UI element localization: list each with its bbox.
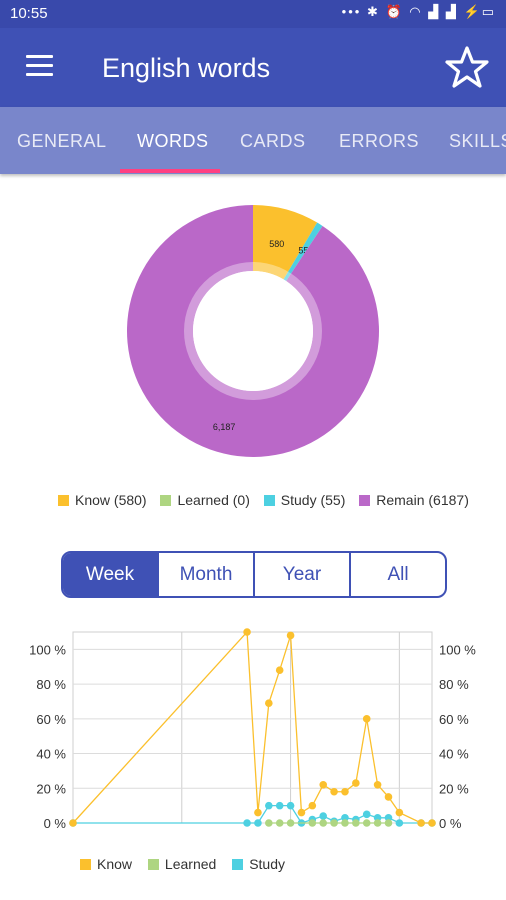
- series-point-study: [362, 810, 371, 819]
- series-point-learned: [275, 819, 284, 827]
- series-point-know: [330, 787, 338, 796]
- series-point-know: [265, 699, 273, 707]
- donut-slice-remain: [126, 205, 379, 457]
- battery-charging-icon: ⚡▭: [463, 4, 496, 19]
- alarm-icon: ⏰: [385, 4, 404, 19]
- legend-know: Know (580): [58, 492, 147, 508]
- wifi-icon: ◠: [409, 4, 423, 19]
- tab-words[interactable]: WORDS: [137, 131, 209, 151]
- series-point-study: [319, 812, 328, 820]
- series-point-study: [341, 813, 349, 822]
- series-point-study: [254, 819, 262, 827]
- donut-label-remain: 6,187: [213, 422, 236, 432]
- series-point-learned: [373, 819, 382, 827]
- period-all-button[interactable]: All: [349, 553, 445, 596]
- star-outline-icon[interactable]: [444, 45, 490, 91]
- series-point-know: [308, 801, 317, 810]
- app-bar: English words: [0, 28, 506, 107]
- status-time: 10:55: [10, 5, 48, 22]
- series-point-know: [362, 715, 371, 723]
- series-point-learned: [319, 819, 328, 827]
- y-tick-label-left: 100 %: [29, 642, 66, 657]
- legend-learned: Learned: [147, 856, 216, 872]
- legend-study: Study (55): [263, 492, 345, 508]
- donut-hole: [193, 271, 313, 391]
- tab-cards[interactable]: CARDS: [240, 131, 306, 151]
- donut-legend: Know (580) Learned (0) Study (55) Remain…: [58, 492, 479, 508]
- series-point-know: [297, 808, 306, 817]
- dots-icon: •••: [341, 4, 362, 19]
- y-tick-label-right: 80 %: [439, 677, 469, 692]
- series-point-study: [265, 801, 273, 810]
- series-line-know: [72, 630, 432, 824]
- series-point-study: [243, 819, 251, 827]
- y-tick-label-left: 20 %: [36, 781, 66, 796]
- series-point-know: [352, 779, 360, 787]
- y-tick-label-right: 20 %: [439, 781, 469, 796]
- series-point-know: [243, 628, 251, 636]
- legend-know: Know: [80, 856, 132, 872]
- series-point-learned: [352, 819, 360, 827]
- series-point-know: [319, 781, 328, 789]
- donut-label-study: 55: [298, 245, 308, 255]
- y-tick-label-left: 40 %: [36, 747, 66, 762]
- legend-learned: Learned (0): [160, 492, 250, 508]
- tab-errors[interactable]: ERRORS: [339, 131, 420, 151]
- series-point-know: [69, 819, 77, 827]
- series-point-know: [275, 666, 284, 674]
- period-selector: Week Month Year All: [61, 551, 447, 598]
- menu-icon[interactable]: [26, 55, 53, 77]
- series-point-study: [286, 801, 295, 810]
- progress-line-chart: 0 % 0 % 20 % 20 % 40 % 40 % 60 % 60 % 80 % 80 % 10…: [29, 628, 476, 831]
- series-point-learned: [308, 819, 317, 827]
- series-point-study: [384, 813, 393, 822]
- series-point-know: [286, 631, 295, 640]
- period-month-button[interactable]: Month: [157, 553, 253, 596]
- tab-indicator: [120, 169, 220, 173]
- tab-skills[interactable]: SKILLS: [449, 131, 506, 151]
- series-point-learned: [341, 819, 349, 827]
- y-tick-label-left: 60 %: [36, 712, 66, 727]
- period-week-button[interactable]: Week: [63, 553, 157, 596]
- series-point-know: [384, 793, 393, 801]
- series-point-study: [275, 801, 284, 810]
- status-bar: 10:55 ••• ✱ ⏰ ◠ ▟ ▟ ⚡▭: [0, 0, 506, 28]
- line-legend: Know Learned Study: [80, 856, 295, 872]
- donut-label-know: 580: [269, 239, 284, 249]
- series-point-learned: [330, 819, 338, 827]
- bluetooth-icon: ✱: [366, 4, 380, 19]
- y-tick-label-right: 0 %: [439, 816, 462, 831]
- series-point-learned: [384, 819, 393, 827]
- period-year-button[interactable]: Year: [253, 553, 349, 596]
- y-tick-label-left: 80 %: [36, 677, 66, 692]
- signal-icon: ▟: [428, 4, 441, 19]
- donut-slice-know: [253, 205, 318, 280]
- app-title: English words: [102, 53, 271, 83]
- y-tick-label-right: 40 %: [439, 747, 469, 762]
- series-point-learned: [362, 819, 371, 827]
- series-point-learned: [265, 819, 273, 827]
- status-icons: ••• ✱ ⏰ ◠ ▟ ▟ ⚡▭: [342, 4, 496, 20]
- y-tick-label-right: 60 %: [439, 712, 469, 727]
- signal-icon: ▟: [445, 4, 458, 19]
- donut-slice-study: [283, 222, 323, 281]
- series-point-know: [373, 781, 382, 789]
- series-point-know: [395, 808, 404, 817]
- words-donut-chart: 580 55 6,187: [126, 205, 379, 457]
- tab-general[interactable]: GENERAL: [17, 131, 107, 151]
- series-point-know: [254, 808, 262, 817]
- series-point-know: [341, 787, 349, 796]
- series-point-know: [417, 819, 425, 827]
- series-point-study: [395, 819, 404, 827]
- legend-study: Study: [232, 856, 285, 872]
- tab-bar: GENERAL WORDS CARDS ERRORS SKILLS: [0, 107, 506, 174]
- series-point-study: [373, 813, 382, 822]
- y-tick-label-right: 100 %: [439, 642, 476, 657]
- y-tick-label-left: 0 %: [44, 816, 67, 831]
- legend-remain: Remain (6187): [359, 492, 469, 508]
- series-point-know: [428, 819, 436, 827]
- series-point-learned: [286, 819, 295, 827]
